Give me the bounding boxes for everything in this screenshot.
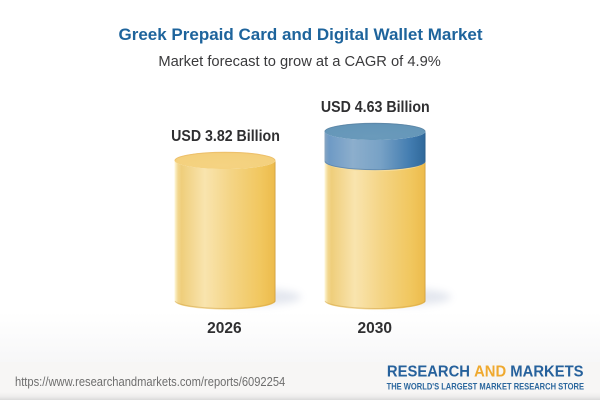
svg-text:2030: 2030 [358,320,392,337]
svg-text:Greek Prepaid Card and Digital: Greek Prepaid Card and Digital Wallet Ma… [118,25,482,44]
svg-text:Market forecast to grow at a C: Market forecast to grow at a CAGR of 4.9… [158,54,440,70]
svg-text:THE WORLD'S LARGEST MARKET RES: THE WORLD'S LARGEST MARKET RESEARCH STOR… [387,381,585,392]
svg-text:https://www.researchandmarkets: https://www.researchandmarkets.com/repor… [15,374,285,389]
svg-text:2026: 2026 [207,320,242,337]
svg-text:USD 4.63 Billion: USD 4.63 Billion [321,100,430,117]
svg-text:USD 3.82 Billion: USD 3.82 Billion [171,129,280,146]
svg-text:RESEARCH AND MARKETS: RESEARCH AND MARKETS [387,363,584,381]
